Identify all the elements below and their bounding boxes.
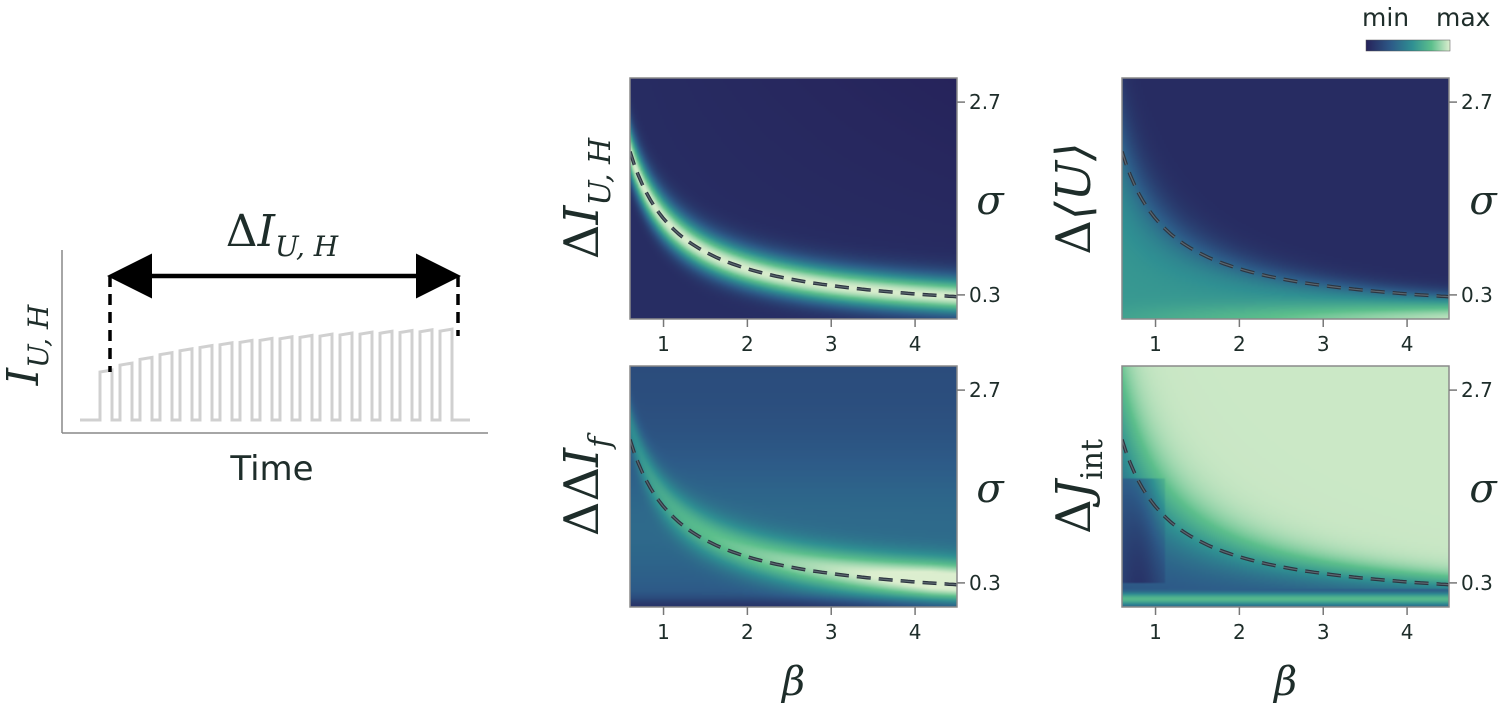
- quantity-label: ΔΔIf: [554, 432, 618, 536]
- x-tick-label: 4: [909, 332, 922, 356]
- y-tick-label: 2.7: [969, 378, 1001, 402]
- quantity-label: Δ⟨U⟩: [1046, 142, 1102, 255]
- schematic-ylabel: IU, H: [0, 304, 55, 386]
- quantity-label: ΔIU, H: [554, 137, 618, 259]
- y-tick-label: 0.3: [1461, 571, 1493, 595]
- x-tick-label: 1: [1149, 620, 1162, 644]
- heatmap-image: [1122, 366, 1449, 607]
- x-tick-label: 1: [1149, 332, 1162, 356]
- pulse-signal: [80, 327, 470, 422]
- y-axis-label: σ: [976, 466, 1005, 512]
- quantity-label: ΔJint: [1046, 439, 1110, 534]
- x-axis-label: β: [1272, 659, 1297, 703]
- x-tick-label: 2: [1233, 620, 1246, 644]
- heatmap-image: [630, 78, 957, 319]
- x-tick-label: 3: [825, 332, 838, 356]
- heatmap-image: [1122, 78, 1449, 319]
- y-tick-label: 2.7: [1461, 378, 1493, 402]
- x-tick-label: 3: [825, 620, 838, 644]
- heatmap-panel-dJint: 1 2 3 4 0.3 2.7 σ β ΔJint: [1046, 365, 1498, 703]
- y-tick-label: 0.3: [969, 571, 1001, 595]
- schematic-xlabel: Time: [229, 449, 313, 489]
- colorbar-max-label: max: [1436, 3, 1490, 32]
- x-tick-label: 3: [1317, 620, 1330, 644]
- y-axis-label: σ: [1469, 466, 1498, 512]
- heatmap-panels: 1 2 3 4 0.3 2.7 σ ΔIU, H 1 2 3 4 0.3 2.7 σ Δ⟨U⟩ 1 2 3 4 0.3 2…: [554, 77, 1498, 703]
- x-tick-label: 2: [1233, 332, 1246, 356]
- colorbar: min max: [1362, 3, 1490, 52]
- pulse-schematic: IU, H ΔIU, H Time: [0, 206, 488, 489]
- x-tick-label: 2: [741, 332, 754, 356]
- critical-curve-halo: [1122, 151, 1449, 298]
- critical-curve-halo: [1122, 439, 1449, 586]
- panel-frame: [1121, 77, 1450, 320]
- x-tick-label: 1: [657, 332, 670, 356]
- heatmap-panel-dIUH: 1 2 3 4 0.3 2.7 σ ΔIU, H: [554, 77, 1005, 356]
- x-axis-label: β: [780, 659, 805, 703]
- heatmap-image: [630, 366, 957, 607]
- heatmap-panel-dU: 1 2 3 4 0.3 2.7 σ Δ⟨U⟩: [1046, 77, 1498, 356]
- x-tick-label: 3: [1317, 332, 1330, 356]
- panel-frame: [1121, 365, 1450, 608]
- y-axis-label: σ: [1469, 178, 1498, 224]
- x-tick-label: 4: [1401, 332, 1414, 356]
- y-axis-label: σ: [976, 178, 1005, 224]
- colorbar-min-label: min: [1362, 3, 1409, 32]
- y-tick-label: 2.7: [1461, 90, 1493, 114]
- colorbar-gradient: [1365, 39, 1451, 52]
- y-tick-label: 2.7: [969, 90, 1001, 114]
- panel-frame: [629, 365, 958, 608]
- x-tick-label: 2: [741, 620, 754, 644]
- x-tick-label: 4: [1401, 620, 1414, 644]
- x-tick-label: 4: [909, 620, 922, 644]
- y-tick-label: 0.3: [1461, 283, 1493, 307]
- heatmap-panel-ddIf: 1 2 3 4 0.3 2.7 σ β ΔΔIf: [554, 365, 1005, 703]
- x-tick-label: 1: [657, 620, 670, 644]
- span-label: ΔIU, H: [226, 206, 339, 263]
- pulse-train: [80, 327, 470, 422]
- y-tick-label: 0.3: [969, 283, 1001, 307]
- panel-frame: [629, 77, 958, 320]
- critical-curve-halo: [630, 439, 957, 586]
- critical-curve-halo: [630, 151, 957, 298]
